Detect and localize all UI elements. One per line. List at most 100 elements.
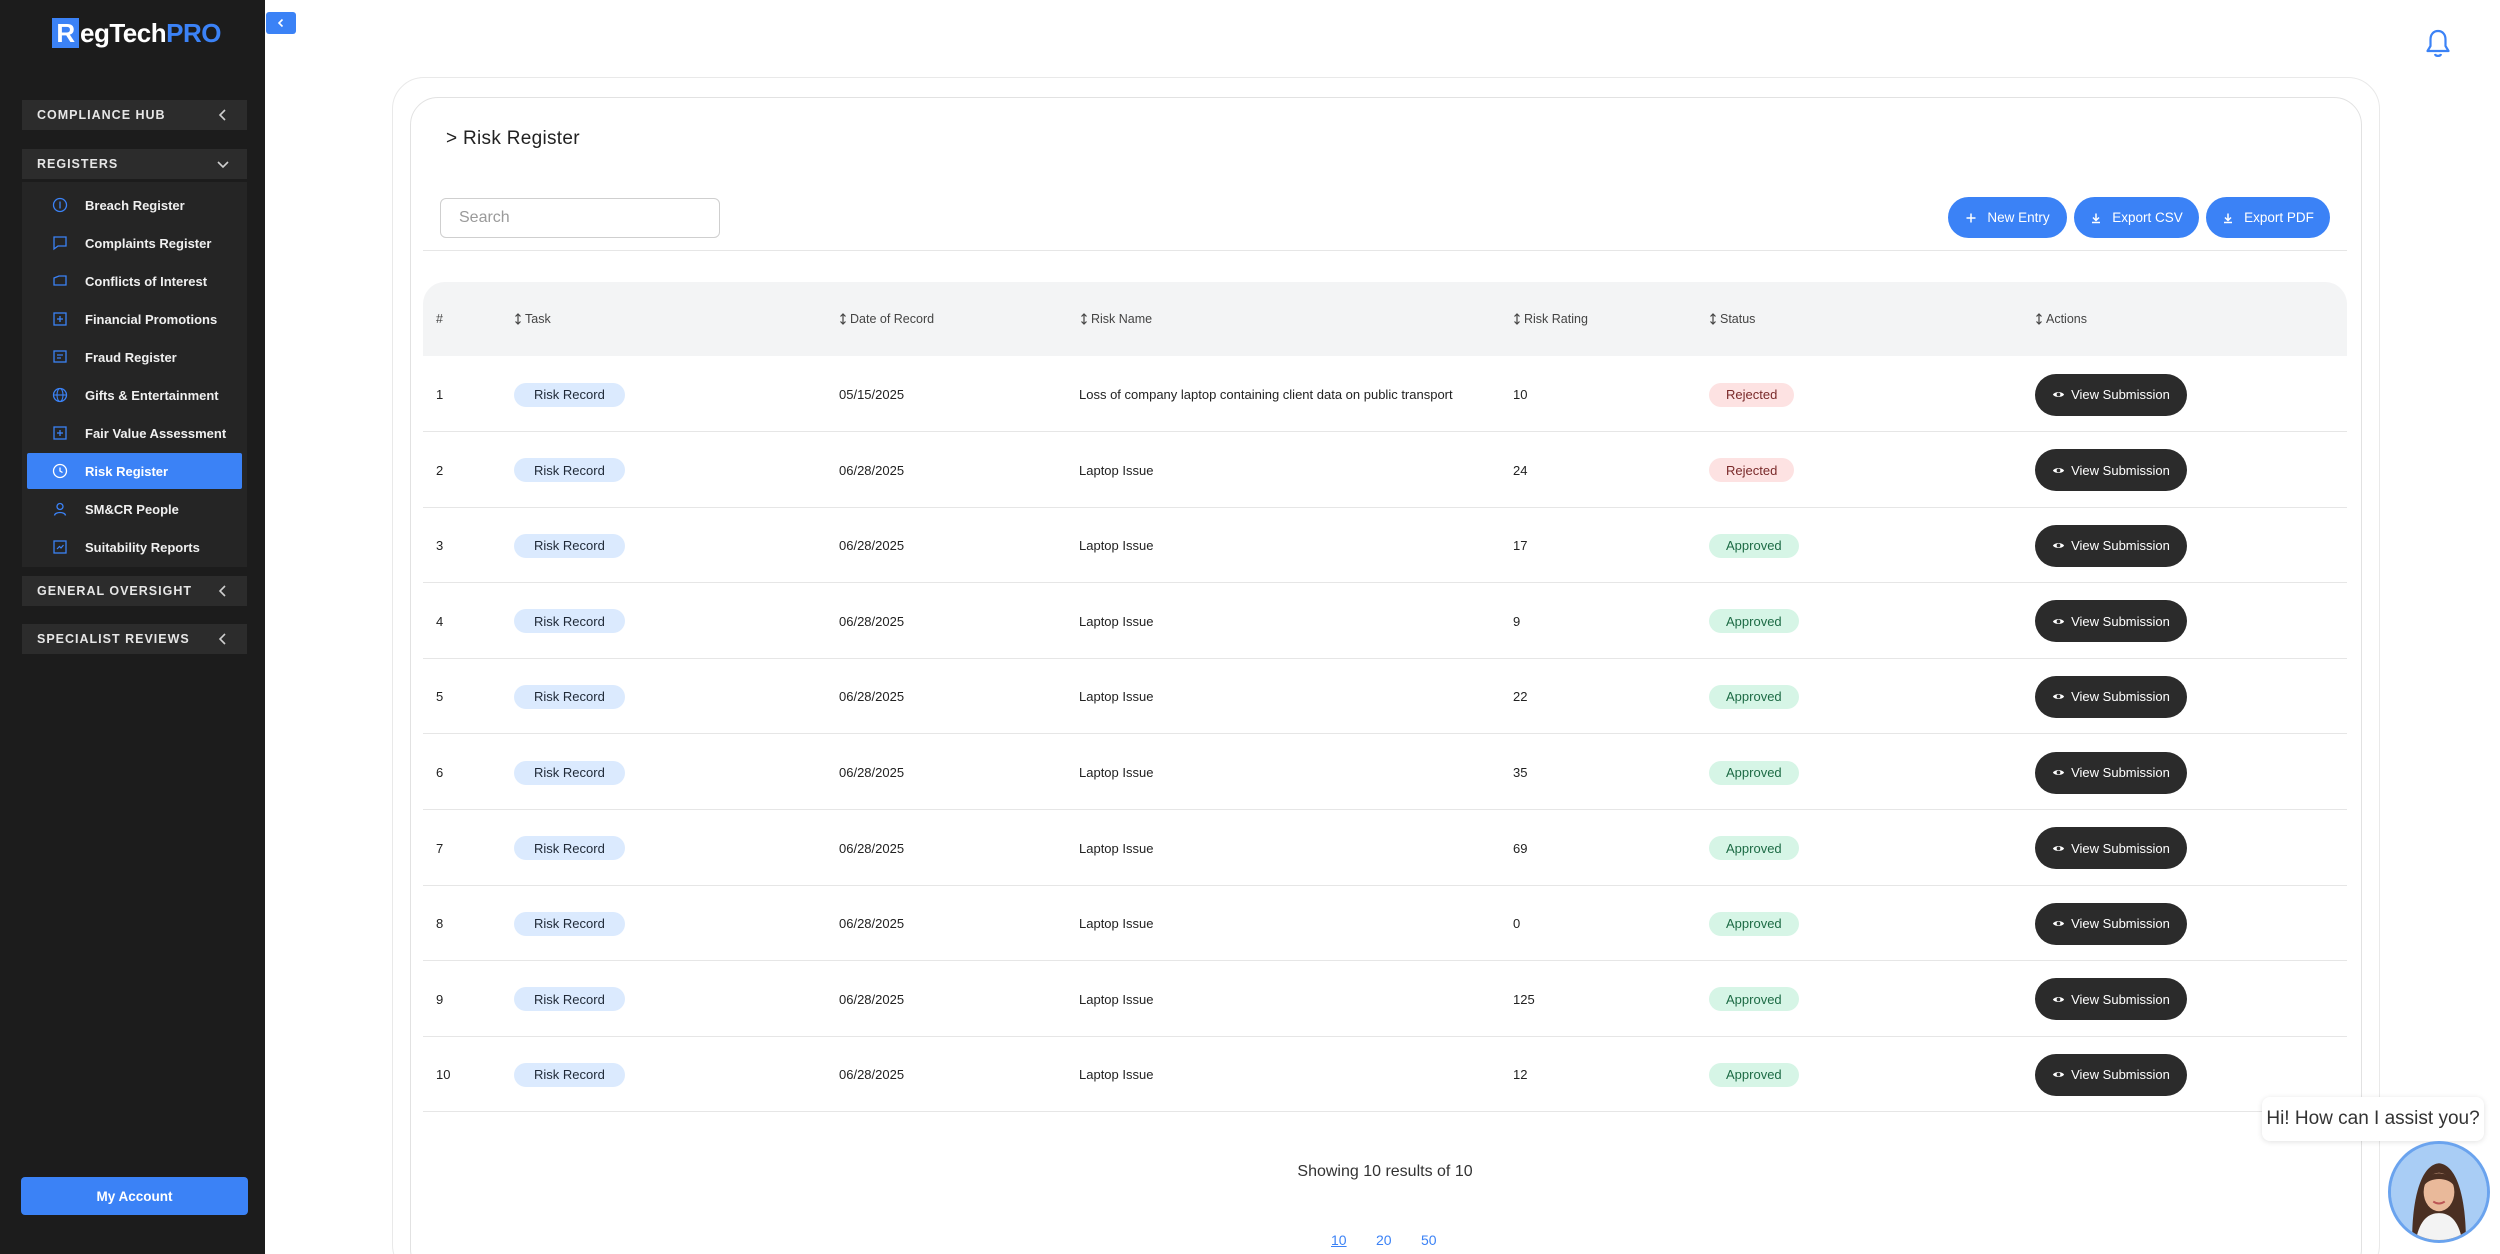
risk-name-cell: Laptop Issue bbox=[1079, 916, 1154, 932]
view-submission-button[interactable]: View Submission bbox=[2035, 675, 2187, 718]
info-circle-icon bbox=[51, 196, 69, 214]
column-header-date[interactable]: Date of Record bbox=[839, 312, 934, 326]
task-badge: Risk Record bbox=[514, 609, 625, 634]
table-row: 8 Risk Record 06/28/2025 Laptop Issue 0 Appro… bbox=[423, 886, 2347, 962]
risk-name-cell: Laptop Issue bbox=[1079, 689, 1154, 705]
task-badge: Risk Record bbox=[514, 684, 625, 709]
chat-assistant-avatar[interactable] bbox=[2388, 1141, 2490, 1243]
risk-name-cell: Laptop Issue bbox=[1079, 765, 1154, 780]
eye-icon bbox=[2053, 467, 2065, 473]
view-submission-label: View Submission bbox=[2071, 765, 2170, 780]
plus-square-icon bbox=[51, 310, 69, 328]
my-account-button[interactable]: My Account bbox=[21, 1177, 248, 1215]
date-cell: 05/15/2025 bbox=[839, 387, 905, 402]
status-cell: Approved bbox=[1709, 735, 1799, 810]
row-number: 3 bbox=[436, 538, 444, 554]
task-cell: Risk Record bbox=[514, 357, 625, 432]
section-compliance-hub[interactable]: COMPLIANCE HUB bbox=[22, 100, 247, 130]
status-cell: Approved bbox=[1709, 811, 1799, 886]
status-cell: Approved bbox=[1709, 659, 1799, 734]
column-header-actions[interactable]: Actions bbox=[2035, 312, 2087, 326]
view-submission-button[interactable]: View Submission bbox=[2035, 827, 2187, 870]
task-badge: Risk Record bbox=[514, 382, 625, 407]
search-input[interactable] bbox=[440, 198, 720, 238]
table-row: 3 Risk Record 06/28/2025 Laptop Issue 17 Appr… bbox=[423, 508, 2347, 584]
view-submission-button[interactable]: View Submission bbox=[2035, 751, 2187, 794]
status-badge: Rejected bbox=[1709, 382, 1795, 407]
eye-icon bbox=[2053, 543, 2065, 549]
sidebar-item-label: Risk Register bbox=[85, 463, 169, 479]
view-submission-button[interactable]: View Submission bbox=[2035, 902, 2187, 945]
date-cell: 06/28/2025 bbox=[839, 689, 905, 705]
column-header-task[interactable]: Task bbox=[514, 312, 551, 326]
new-entry-button[interactable]: New Entry bbox=[1948, 197, 2067, 238]
message-square-icon bbox=[51, 234, 69, 252]
sidebar-item-breach-register[interactable]: Breach Register bbox=[27, 187, 242, 223]
page-size-20[interactable]: 20 bbox=[1376, 1232, 1392, 1248]
sidebar-item-suitability-reports[interactable]: Suitability Reports bbox=[27, 529, 242, 565]
view-submission-label: View Submission bbox=[2071, 462, 2170, 478]
task-cell: Risk Record bbox=[514, 1037, 625, 1112]
eye-icon bbox=[2053, 996, 2065, 1002]
sidebar-item-smcr-people[interactable]: SM&CR People bbox=[27, 491, 242, 527]
sidebar-item-conflicts-of-interest[interactable]: Conflicts of Interest bbox=[27, 263, 242, 299]
status-cell: Approved bbox=[1709, 584, 1799, 659]
sidebar-item-risk-register[interactable]: Risk Register bbox=[27, 453, 242, 489]
sort-icon bbox=[1514, 313, 1520, 325]
header-label: Risk Rating bbox=[1524, 312, 1588, 326]
column-header-status[interactable]: Status bbox=[1709, 312, 1755, 326]
sidebar-item-label: Financial Promotions bbox=[85, 311, 218, 327]
table-row: 4 Risk Record 06/28/2025 Laptop Issue 9 Appro… bbox=[423, 584, 2347, 659]
date-cell: 06/28/2025 bbox=[839, 462, 905, 478]
status-badge: Approved bbox=[1709, 836, 1799, 861]
sidebar-item-fraud-register[interactable]: Fraud Register bbox=[27, 339, 242, 375]
row-number: 6 bbox=[436, 765, 444, 780]
task-cell: Risk Record bbox=[514, 962, 625, 1037]
section-specialist-reviews[interactable]: SPECIALIST REVIEWS bbox=[22, 624, 247, 654]
sidebar-item-financial-promotions[interactable]: Financial Promotions bbox=[27, 301, 242, 337]
view-submission-button[interactable]: View Submission bbox=[2035, 373, 2187, 416]
header-label: # bbox=[436, 312, 443, 326]
chat-greeting-bubble[interactable]: Hi! How can I assist you? bbox=[2262, 1097, 2484, 1141]
view-submission-button[interactable]: View Submission bbox=[2035, 1053, 2187, 1096]
eye-icon bbox=[2053, 618, 2065, 624]
status-badge: Approved bbox=[1709, 609, 1799, 634]
eye-icon bbox=[2053, 694, 2065, 700]
task-cell: Risk Record bbox=[514, 433, 625, 508]
sidebar-item-gifts-entertainment[interactable]: Gifts & Entertainment bbox=[27, 377, 242, 413]
view-submission-button[interactable]: View Submission bbox=[2035, 600, 2187, 643]
sort-icon bbox=[2036, 313, 2042, 325]
sidebar-item-fair-value-assessment[interactable]: Fair Value Assessment bbox=[27, 415, 242, 451]
view-submission-button[interactable]: View Submission bbox=[2035, 449, 2187, 492]
task-badge: Risk Record bbox=[514, 987, 625, 1012]
tag-icon bbox=[51, 272, 69, 290]
chevron-down-icon bbox=[215, 156, 231, 172]
logo-letter: R bbox=[52, 18, 79, 48]
status-badge: Approved bbox=[1709, 987, 1799, 1012]
actions-cell: View Submission bbox=[2035, 886, 2187, 961]
section-general-oversight[interactable]: GENERAL OVERSIGHT bbox=[22, 576, 247, 606]
column-header-risk-name[interactable]: Risk Name bbox=[1080, 312, 1152, 326]
eye-icon bbox=[2053, 921, 2065, 927]
status-cell: Approved bbox=[1709, 508, 1799, 583]
view-submission-button[interactable]: View Submission bbox=[2035, 978, 2187, 1021]
row-number: 1 bbox=[436, 387, 444, 402]
view-submission-label: View Submission bbox=[2071, 991, 2170, 1007]
export-pdf-button[interactable]: Export PDF bbox=[2206, 197, 2330, 238]
notifications-bell-icon[interactable] bbox=[2424, 28, 2452, 60]
sidebar-item-complaints-register[interactable]: Complaints Register bbox=[27, 225, 242, 261]
export-csv-button[interactable]: Export CSV bbox=[2074, 197, 2199, 238]
page-size-50[interactable]: 50 bbox=[1421, 1232, 1437, 1248]
collapse-sidebar-button[interactable] bbox=[266, 12, 296, 34]
status-cell: Rejected bbox=[1709, 357, 1795, 432]
status-badge: Approved bbox=[1709, 1062, 1799, 1087]
section-label: COMPLIANCE HUB bbox=[37, 108, 166, 122]
view-submission-button[interactable]: View Submission bbox=[2035, 524, 2187, 567]
page-title: > Risk Register bbox=[446, 128, 580, 149]
risk-name-cell: Laptop Issue bbox=[1079, 991, 1154, 1007]
page-size-10[interactable]: 10 bbox=[1331, 1232, 1347, 1248]
section-registers[interactable]: REGISTERS bbox=[22, 149, 247, 179]
column-header-risk-rating[interactable]: Risk Rating bbox=[1513, 312, 1588, 326]
risk-name-cell: Laptop Issue bbox=[1079, 462, 1154, 478]
